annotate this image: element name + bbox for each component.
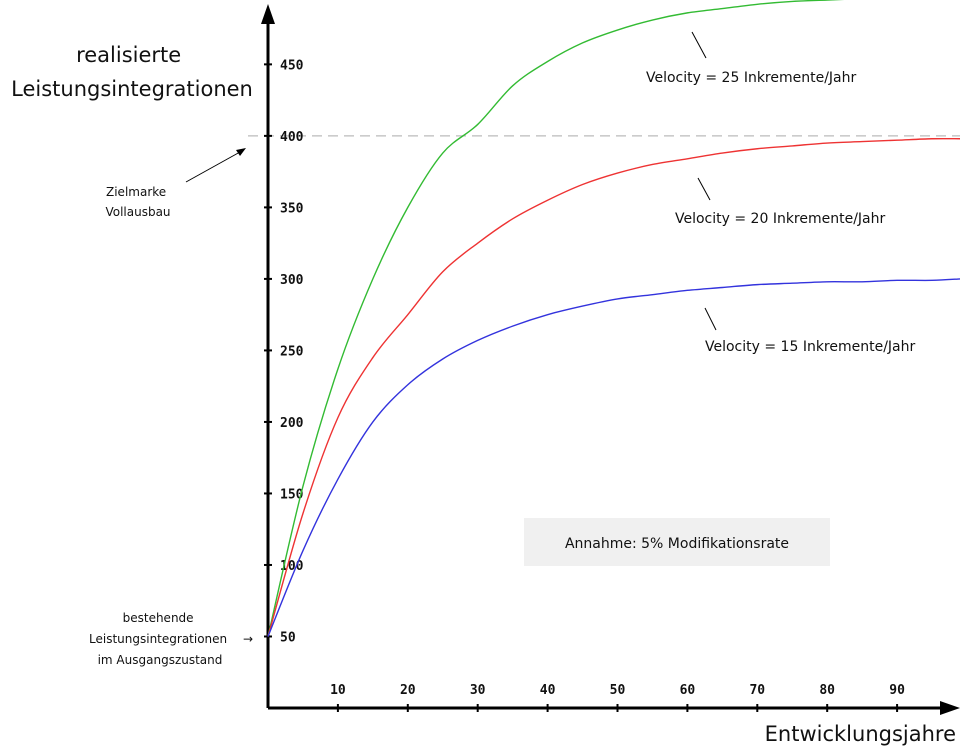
y-axis-arrowhead <box>261 4 275 24</box>
target-annotation: Zielmarke Vollausbau <box>105 185 170 219</box>
series-line-0 <box>267 0 845 637</box>
x-tick-label-30: 30 <box>470 683 486 698</box>
x-tick-label-70: 70 <box>749 683 765 698</box>
x-tick-label-60: 60 <box>680 683 696 698</box>
x-tick-label-50: 50 <box>610 683 626 698</box>
start-annotation-line-1: bestehende <box>123 611 194 625</box>
y-tick-label-50: 50 <box>280 630 296 645</box>
assumption-text: Annahme: 5% Modifikationsrate <box>565 536 789 552</box>
series-line-2 <box>267 278 960 637</box>
series-label-20: Velocity = 20 Inkremente/Jahr <box>675 211 886 227</box>
y-axis-title-line-2: Leistungsintegrationen <box>11 77 253 101</box>
x-tick-label-80: 80 <box>819 683 835 698</box>
y-tick-label-150: 150 <box>280 487 304 502</box>
series-leader-25 <box>691 31 707 59</box>
x-axis-arrowhead <box>940 701 960 715</box>
assumption-box <box>524 518 830 566</box>
y-tick-label-400: 400 <box>280 130 304 145</box>
series-leader-20 <box>697 177 711 201</box>
y-tick-label-450: 450 <box>280 58 304 73</box>
y-tick-label-350: 350 <box>280 201 304 216</box>
start-annotation-line-3: im Ausgangszustand <box>98 653 223 667</box>
x-axis-title: Entwicklungsjahre <box>765 722 956 746</box>
x-tick-label-90: 90 <box>889 683 905 698</box>
target-annotation-arrowhead <box>236 148 246 156</box>
target-annotation-leader <box>185 151 241 183</box>
target-annotation-line-1: Zielmarke <box>106 185 166 199</box>
x-tick-label-10: 10 <box>330 683 346 698</box>
start-annotation-line-2: Leistungsintegrationen <box>89 632 227 646</box>
y-axis-title: realisierte Leistungsintegrationen <box>11 43 253 101</box>
series-leader-15 <box>704 307 717 331</box>
target-annotation-line-2: Vollausbau <box>105 205 170 219</box>
series-line-1 <box>267 137 960 637</box>
x-tick-label-20: 20 <box>400 683 416 698</box>
y-axis-title-line-1: realisierte <box>76 43 181 67</box>
x-tick-label-40: 40 <box>540 683 556 698</box>
series-label-15: Velocity = 15 Inkremente/Jahr <box>705 339 916 355</box>
series-label-25: Velocity = 25 Inkremente/Jahr <box>646 70 857 86</box>
y-tick-label-200: 200 <box>280 416 304 431</box>
start-annotation-arrow: → <box>243 632 253 646</box>
y-tick-label-300: 300 <box>280 273 304 288</box>
y-tick-label-250: 250 <box>280 344 304 359</box>
series-group <box>267 0 960 637</box>
start-annotation: bestehende Leistungsintegrationen im Aus… <box>89 611 231 667</box>
